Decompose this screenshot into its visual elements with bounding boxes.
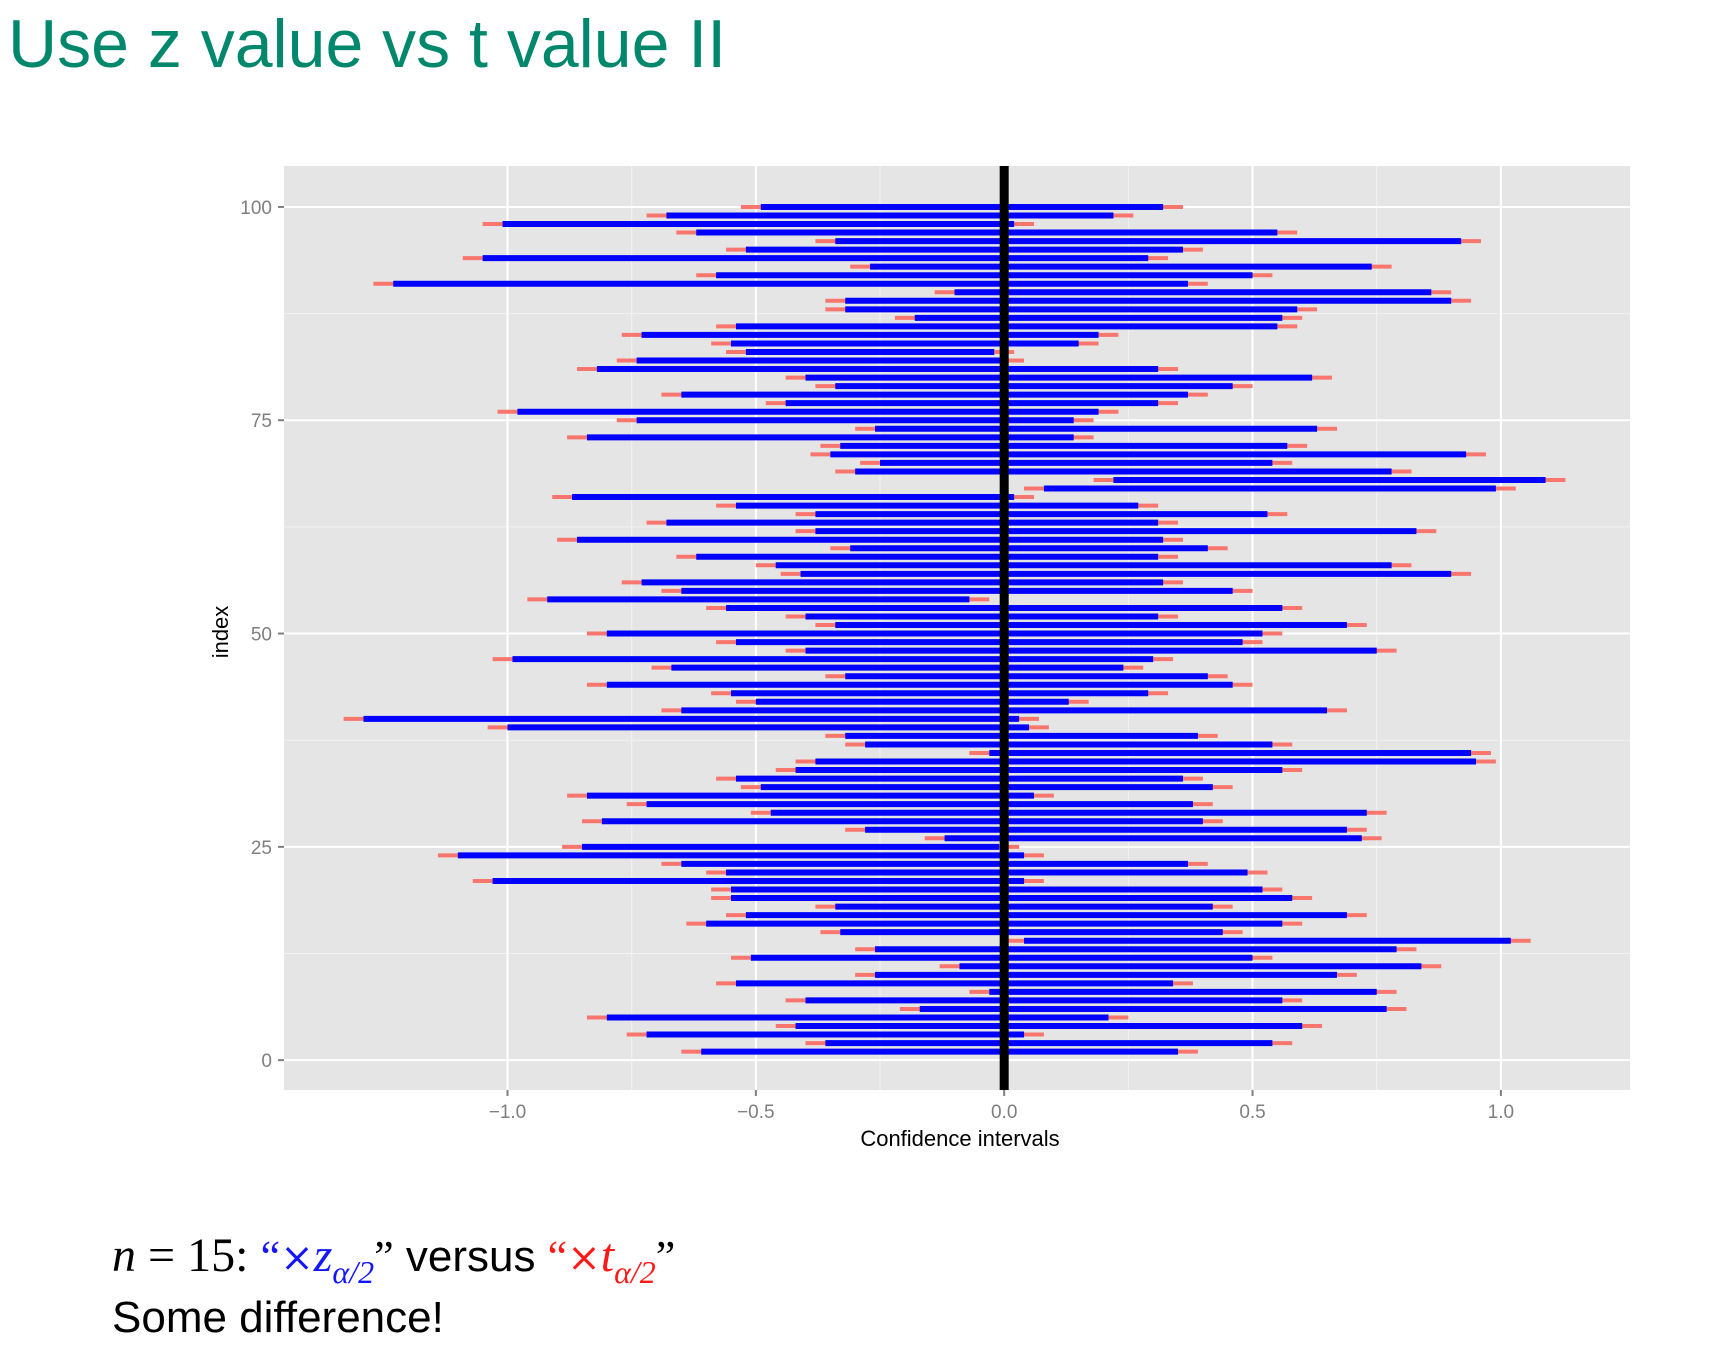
y-axis-label: index [208,606,233,659]
t-times-symbol: × [567,1235,601,1281]
t-open-quote: “ [547,1232,568,1281]
z-open-quote: “ [260,1232,281,1281]
t-subscript: α/2 [614,1254,656,1290]
versus-word: versus [405,1232,536,1281]
z-subscript: α/2 [332,1254,375,1290]
z-interval-bars [363,203,1546,1055]
n-value: 15: [187,1229,249,1282]
z-term: “×zα/2 [260,1229,374,1288]
caption-conclusion: Some difference! [112,1293,444,1342]
y-tick-label: 75 [251,411,272,432]
x-axis-ticks: −1.0 −0.5 0.0 0.5 1.0 [489,1090,1514,1123]
x-tick-label: −1.0 [489,1102,527,1123]
t-term: “×tα/2 [547,1229,656,1288]
z-variable: z [313,1229,333,1282]
t-variable: t [600,1229,615,1282]
x-tick-label: 0.0 [991,1102,1017,1123]
y-tick-label: 25 [251,838,272,859]
x-tick-label: −0.5 [737,1102,775,1123]
y-tick-label: 100 [240,198,272,219]
y-tick-label: 0 [261,1051,272,1072]
y-tick-label: 50 [251,625,272,646]
t-close-quote: ” [655,1232,676,1281]
z-close-quote: ” [374,1232,394,1281]
x-tick-label: 1.0 [1488,1102,1514,1123]
n-symbol: n [112,1229,136,1282]
slide-caption: n = 15: “×zα/2” versus “×tα/2” Some differ… [112,1226,675,1348]
x-axis-label: Confidence intervals [860,1126,1059,1151]
z-times-symbol: × [280,1235,314,1281]
y-axis-ticks: 0 25 50 75 100 [240,198,284,1072]
slide-title: Use z value vs t value II [8,6,727,82]
x-tick-label: 0.5 [1239,1102,1265,1123]
equals-sign: = [148,1229,176,1282]
